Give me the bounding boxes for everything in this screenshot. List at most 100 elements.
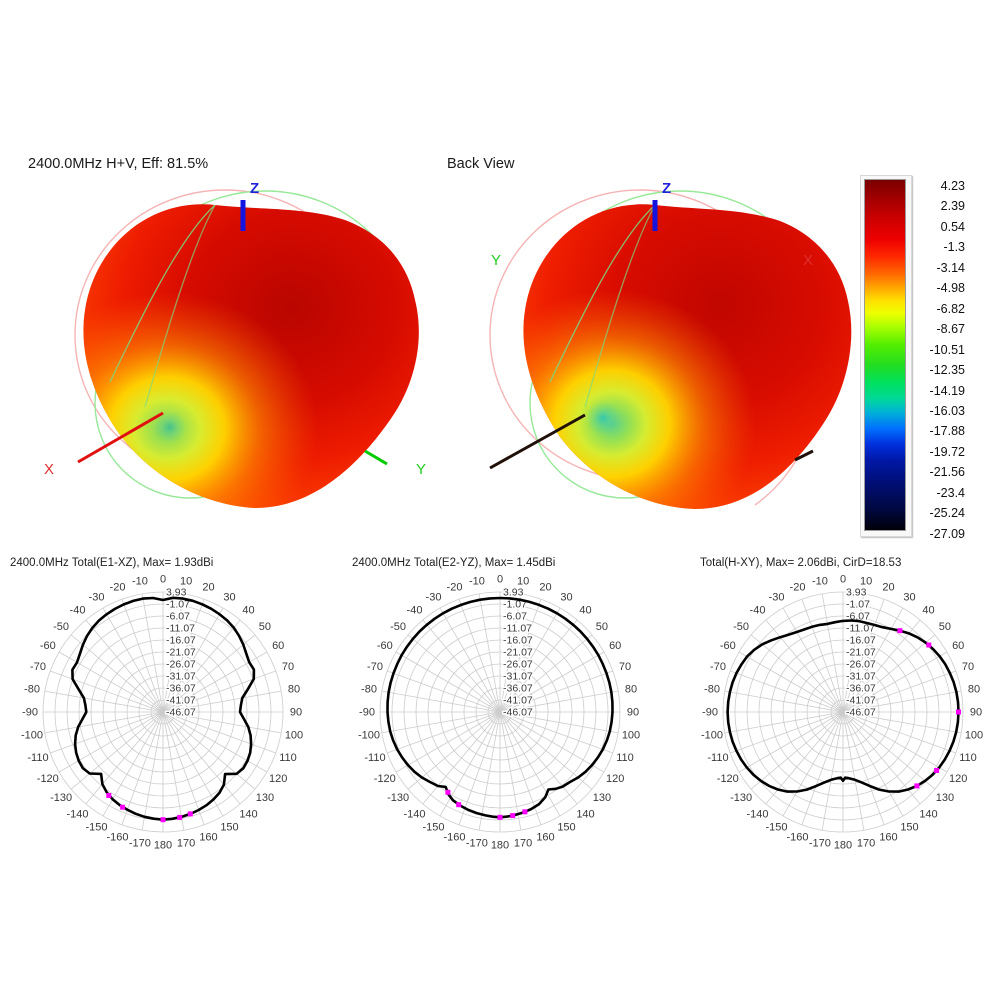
- radial-tick-label: -6.07: [503, 611, 527, 623]
- angle-tick-label: 80: [625, 683, 637, 695]
- marker-point: [456, 802, 462, 808]
- angle-tick-label: 180: [834, 840, 852, 852]
- angle-tick-label: -120: [717, 773, 739, 785]
- marker-points: [106, 793, 193, 823]
- colorbar-tick-label: -17.88: [929, 424, 965, 439]
- angle-tick-label: 150: [557, 822, 575, 834]
- 3d-pattern-front-view: Z X Y: [44, 180, 426, 508]
- angle-tick-label: -70: [30, 661, 46, 673]
- colorbar-tick-label: 4.23: [940, 179, 965, 193]
- angle-tick-label: -30: [426, 591, 442, 603]
- angle-tick-label: 0: [497, 574, 503, 586]
- radial-tick-label: 3.93: [503, 587, 524, 599]
- radial-tick-label: -16.07: [846, 635, 876, 647]
- angle-tick-label: 170: [177, 838, 195, 850]
- angle-tick-label: -80: [24, 683, 40, 695]
- angle-tick-label: 130: [936, 792, 954, 804]
- polar-plot: -170-160-150-140-130-120-110-100-90-80-7…: [21, 574, 303, 852]
- angle-tick-label: -160: [106, 832, 128, 844]
- angle-tick-label: 140: [919, 808, 937, 820]
- angle-tick-label: -80: [361, 683, 377, 695]
- meridian-line: [144, 204, 216, 408]
- polar-grid: [42, 591, 284, 833]
- marker-point: [926, 642, 932, 648]
- angle-tick-label: -150: [85, 822, 107, 834]
- angle-tick-label: -10: [812, 576, 828, 588]
- marker-point: [177, 814, 183, 820]
- angle-tick-label: 90: [627, 707, 639, 719]
- angle-tick-label: 100: [965, 730, 983, 742]
- marker-point: [956, 709, 961, 715]
- angle-tick-label: -130: [387, 792, 409, 804]
- polar-chart-h-xy: -170 -160 -150 -140 -130 -120 -110 -100 -90 -80 -7…: [693, 562, 993, 862]
- colorbar-tick-label: -27.09: [929, 526, 965, 541]
- colorbar-tick-label: -19.72: [929, 444, 965, 459]
- meridian-line: [109, 204, 216, 383]
- angle-tick-label: 120: [949, 773, 967, 785]
- colorbar-tick-label: -12.35: [929, 363, 965, 378]
- marker-point: [497, 814, 503, 820]
- angle-tick-label: -130: [50, 792, 72, 804]
- radial-tick-label: -26.07: [166, 659, 196, 671]
- marker-points: [445, 789, 528, 820]
- colorbar-tick-label: -25.24: [929, 506, 965, 521]
- front-view-title: 2400.0MHz H+V, Eff: 81.5%: [28, 156, 209, 172]
- colorbar-tick-label: -23.4: [936, 485, 966, 500]
- angle-tick-label: -60: [40, 640, 56, 652]
- angle-tick-label: 30: [903, 591, 915, 603]
- gain-blob: [523, 204, 852, 509]
- angle-tick-label: 0: [840, 574, 846, 586]
- radial-tick-label: -16.07: [166, 635, 196, 647]
- gain-blob: [83, 204, 419, 508]
- marker-point: [510, 813, 516, 819]
- angle-tick-label: 160: [536, 832, 554, 844]
- colorbar-tick-label: -3.14: [936, 260, 966, 275]
- angle-tick-labels: -170-160-150-140-130-120-110-100-90-80-7…: [701, 574, 983, 852]
- angle-tick-label: 40: [242, 605, 254, 617]
- angle-tick-label: 30: [223, 591, 235, 603]
- colorbar-tick-label: -4.98: [936, 281, 966, 296]
- colorbar-tick-label: 0.54: [940, 219, 965, 234]
- polar-title-h-xy: Total(H-XY), Max= 2.06dBi, CirD=18.53: [700, 557, 902, 569]
- marker-point: [445, 789, 451, 795]
- null-dimple: [586, 401, 620, 435]
- angle-tick-label: -150: [765, 822, 787, 834]
- angle-tick-label: 170: [857, 838, 875, 850]
- radial-tick-label: -1.07: [846, 599, 870, 611]
- radial-tick-label: -36.07: [846, 683, 876, 695]
- angle-tick-label: 90: [970, 707, 982, 719]
- angle-tick-label: -120: [374, 773, 396, 785]
- null-dimple: [154, 411, 186, 443]
- y-axis-line: [364, 449, 388, 466]
- angle-tick-label: 70: [619, 661, 631, 673]
- radial-tick-label: -41.07: [166, 695, 196, 707]
- angle-tick-label: 150: [220, 822, 238, 834]
- colorbar-panel: [860, 175, 912, 537]
- angle-tick-label: -40: [407, 605, 423, 617]
- angle-tick-label: 90: [290, 707, 302, 719]
- marker-point: [897, 628, 903, 634]
- angle-tick-label: 60: [952, 640, 964, 652]
- gain-curve: [71, 596, 256, 821]
- gain-curve: [386, 596, 614, 819]
- angle-tick-label: -60: [720, 640, 736, 652]
- colorbar-tick-label: -14.19: [929, 383, 965, 398]
- angle-tick-label: -50: [733, 621, 749, 633]
- angle-tick-labels: -170-160-150-140-130-120-110-100-90-80-7…: [358, 574, 640, 852]
- angle-tick-label: -100: [21, 730, 43, 742]
- colorbar-tick-label: -10.51: [929, 342, 965, 357]
- angle-tick-label: -150: [422, 822, 444, 834]
- z-axis-label: Z: [662, 180, 671, 197]
- marker-point: [160, 817, 166, 823]
- marker-point: [120, 804, 126, 810]
- angle-tick-label: 20: [202, 582, 214, 594]
- angle-tick-label: -20: [790, 582, 806, 594]
- angle-tick-label: 20: [539, 582, 551, 594]
- angle-tick-label: -140: [746, 808, 768, 820]
- angle-tick-label: 50: [596, 621, 608, 633]
- angle-tick-label: -110: [27, 752, 48, 764]
- marker-point: [187, 811, 193, 817]
- angle-tick-label: 110: [279, 752, 297, 764]
- radial-tick-label: -46.07: [846, 707, 876, 719]
- angle-tick-label: 160: [199, 832, 217, 844]
